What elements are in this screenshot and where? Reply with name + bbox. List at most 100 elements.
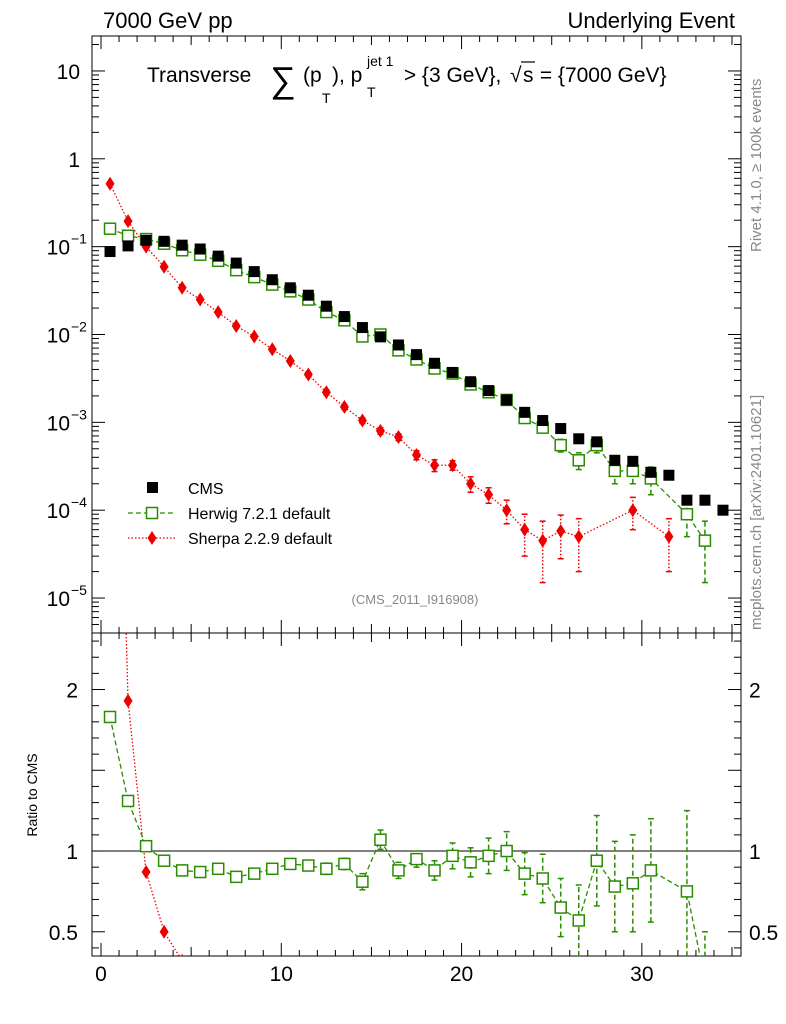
ratio-herwig-point [266,862,279,876]
cms-point [374,331,386,343]
herwig-point [554,438,567,452]
cms-point [158,235,170,247]
y-tick-label-exp: −4 [71,494,87,510]
cms-point [537,414,549,426]
ratio-herwig-point [248,867,261,880]
cms-point [681,494,693,506]
ratio-herwig-point [374,833,387,846]
plot-title: Transverse ∑ (p T ), p jet 1 T > {3 GeV}… [147,53,667,106]
cms-point [573,433,585,445]
main-series-layer [103,176,729,584]
cms-point [230,257,242,269]
herwig-point [698,534,712,547]
sherpa-point [448,458,458,473]
ratio-sherpa-point [141,865,151,880]
title-prefix: Transverse [147,64,251,87]
mcplots-credit-label: mcplots.cern.ch [arXiv:2401.10621] [748,395,765,630]
ratio-herwig-point [626,877,640,890]
ratio-herwig-point [338,857,351,871]
ratio-sherpa-point [123,693,133,708]
cms-point [104,246,116,258]
ratio-herwig-point [536,872,549,885]
header-collision-label: 7000 GeV pp [103,8,233,33]
y-tick-label-exp: −3 [71,406,87,422]
cms-point [212,250,224,262]
ratio-herwig-point [446,849,459,863]
ratio-herwig-point [518,867,531,880]
y-tick-label-exp: −1 [71,231,87,247]
y-tick-label-base: 1 [68,149,80,172]
sherpa-line [109,183,670,542]
ratio-herwig-point [229,870,243,884]
cms-point [411,349,422,361]
title-open: (p [303,64,322,87]
ratio-herwig-point [500,844,513,858]
legend-cms-label: CMS [188,481,224,498]
title-cut: > {3 GeV}, [398,64,507,87]
legend-herwig-label: Herwig 7.2.1 default [188,506,331,523]
cms-point [519,406,531,418]
cms-point [501,394,513,406]
header-event-label: Underlying Event [567,8,735,33]
y-tick-label-base: 10 [47,588,70,611]
y-tick-label: 10 −3 [47,406,88,435]
y-tick-label: 1 [68,149,80,172]
title-sub-t: T [322,90,331,106]
sherpa-point [393,430,403,445]
herwig-point [608,464,622,478]
ratio-y-tick-label-left: 0.5 [49,922,78,945]
sherpa-point [321,385,331,400]
sherpa-point [430,458,440,473]
ratio-herwig-point [464,856,477,869]
ratio-y-tick-label-right: 0.5 [749,922,778,945]
x-tick-label: 30 [630,963,653,986]
x-tick-label: 0 [95,963,107,986]
cms-point [591,436,603,448]
title-s: s [523,64,534,87]
ratio-plot-frame [91,632,742,957]
y-tick-label-base: 10 [47,237,70,260]
cms-point [194,243,206,255]
ratio-herwig-point [157,854,171,867]
ratio-herwig-line [109,716,701,956]
cms-point [699,494,711,506]
ratio-herwig-point [410,852,423,866]
ratio-herwig-point [680,885,694,898]
cms-point [176,239,188,251]
ratio-herwig-point [482,849,495,863]
cms-point [122,240,134,252]
ratio-y-tick-label-left: 1 [66,841,78,864]
ratio-herwig-point [139,839,153,853]
ratio-sherpa-point [180,953,184,956]
cms-point [645,466,657,478]
ratio-herwig-point [320,862,333,876]
sherpa-point [339,399,349,414]
ratio-herwig-point [211,862,225,876]
herwig-point [103,222,117,235]
ratio-herwig-point [103,710,117,724]
ratio-y-tick-label-right: 1 [749,841,761,864]
herwig-point [121,229,135,243]
cms-point [555,423,567,435]
herwig-point [680,507,694,521]
cms-point [140,234,152,246]
ratio-herwig-point [428,864,441,877]
legend-cms-marker [147,482,158,493]
sherpa-point [123,214,133,229]
sherpa-point [159,259,169,274]
y-tick-label-exp: −5 [71,582,87,598]
sherpa-point [628,503,638,518]
cms-point [266,274,278,286]
sherpa-point [574,529,584,544]
sherpa-point [664,529,674,544]
sherpa-point [267,342,277,357]
ratio-herwig-point [284,857,297,871]
cms-point [320,300,332,312]
y-tick-label-base: 10 [47,412,70,435]
legend-sherpa-label: Sherpa 2.2.9 default [188,531,333,548]
cms-point [248,266,260,278]
cms-point [663,469,675,481]
title-sub-t2: T [367,84,376,100]
y-tick-label-base: 10 [47,325,70,348]
